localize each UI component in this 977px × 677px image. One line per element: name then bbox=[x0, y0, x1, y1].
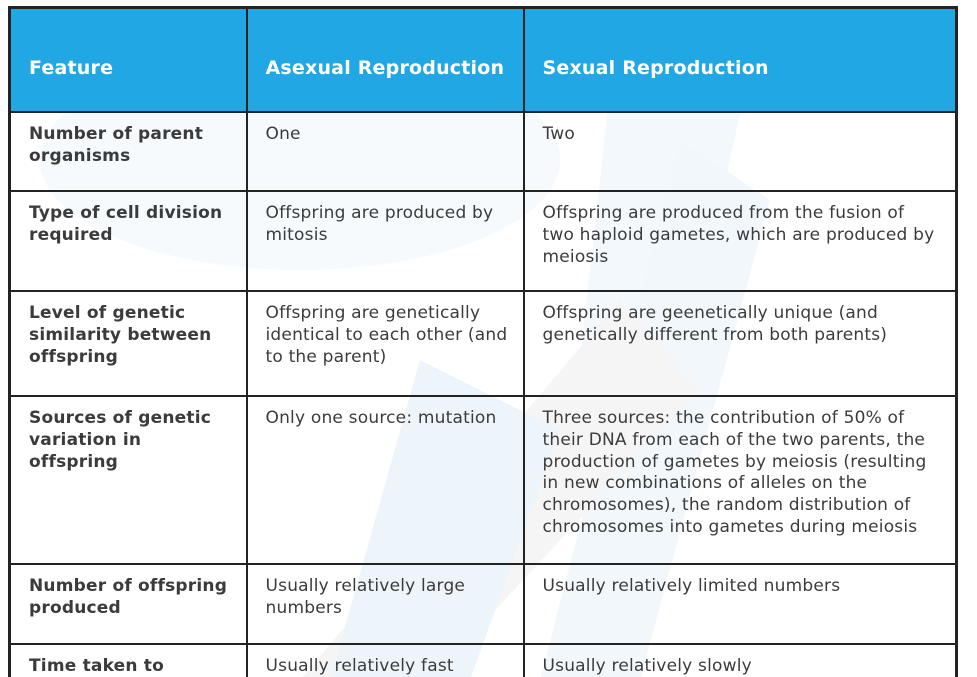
feature-cell: Sources of genetic variation in offsprin… bbox=[8, 395, 248, 565]
sexual-cell: Three sources: the contribution of 50% o… bbox=[522, 395, 958, 565]
header-row: Feature Asexual Reproduction Sexual Repr… bbox=[8, 6, 958, 113]
sexual-cell: Offspring are produced from the fusion o… bbox=[522, 190, 958, 292]
asexual-cell: Offspring are genetically identical to e… bbox=[245, 290, 525, 397]
table-row: Level of genetic similarity between offs… bbox=[8, 290, 958, 397]
feature-cell: Number of offspring produced bbox=[8, 563, 248, 645]
feature-cell: Number of parent organisms bbox=[8, 111, 248, 192]
comparison-table: Feature Asexual Reproduction Sexual Repr… bbox=[8, 6, 958, 677]
feature-cell: Type of cell division required bbox=[8, 190, 248, 292]
table-row: Type of cell division required Offspring… bbox=[8, 190, 958, 292]
feature-cell: Time taken to produce offspring bbox=[8, 643, 248, 677]
feature-cell: Level of genetic similarity between offs… bbox=[8, 290, 248, 397]
column-header-sexual-reproduction: Sexual Reproduction bbox=[522, 6, 958, 113]
sexual-cell: Offspring are geenetically unique (and g… bbox=[522, 290, 958, 397]
sexual-cell: Two bbox=[522, 111, 958, 192]
table-row: Number of offspring produced Usually rel… bbox=[8, 563, 958, 645]
column-header-asexual-reproduction: Asexual Reproduction bbox=[245, 6, 525, 113]
sexual-cell: Usually relatively slowly bbox=[522, 643, 958, 677]
asexual-cell: One bbox=[245, 111, 525, 192]
asexual-cell: Only one source: mutation bbox=[245, 395, 525, 565]
sexual-cell: Usually relatively limited numbers bbox=[522, 563, 958, 645]
table-row: Time taken to produce offspring Usually … bbox=[8, 643, 958, 677]
asexual-cell: Usually relatively fast bbox=[245, 643, 525, 677]
asexual-cell: Usually relatively large numbers bbox=[245, 563, 525, 645]
table-row: Number of parent organisms One Two bbox=[8, 111, 958, 192]
asexual-cell: Offspring are produced by mitosis bbox=[245, 190, 525, 292]
column-header-feature: Feature bbox=[8, 6, 248, 113]
table-row: Sources of genetic variation in offsprin… bbox=[8, 395, 958, 565]
